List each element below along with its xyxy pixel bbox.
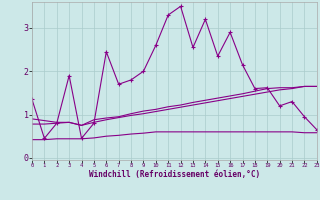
X-axis label: Windchill (Refroidissement éolien,°C): Windchill (Refroidissement éolien,°C) <box>89 170 260 179</box>
